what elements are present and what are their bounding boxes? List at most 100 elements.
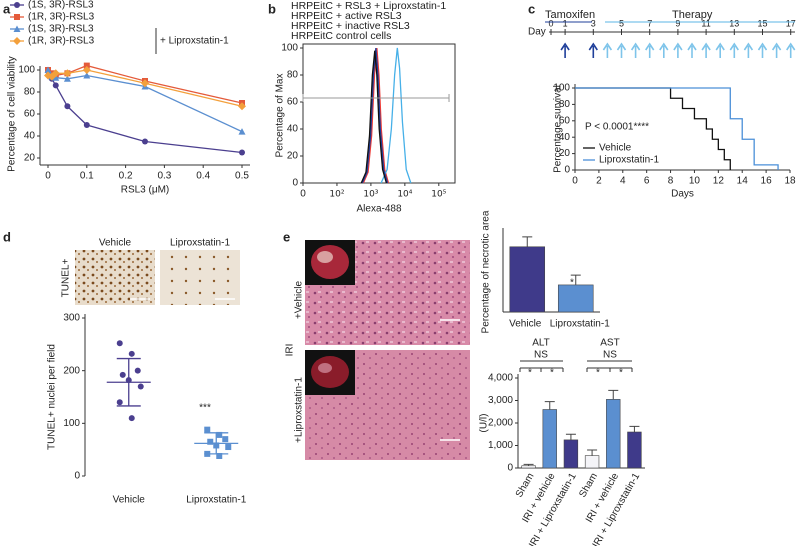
y-tick-label: 3,000 [488, 395, 513, 406]
image-label: IRI [285, 344, 296, 357]
bar [584, 455, 600, 469]
x-tick-label: 14 [737, 176, 749, 187]
x-tick-label: Liproxstatin-1 [186, 495, 246, 506]
brackets [155, 28, 633, 372]
x-tick-label: Vehicle [113, 495, 146, 506]
error-bar [629, 425, 640, 432]
legend-label: Liproxstatin-1 [599, 155, 659, 166]
x-tick-label: 6 [644, 176, 650, 187]
annotation: AST [600, 338, 619, 349]
x-tick-label: 0 [300, 189, 306, 200]
series-line [380, 47, 412, 184]
annotation: * [596, 368, 600, 379]
timeline-tick-label: 1 [563, 18, 568, 28]
y-axis-label: Percentage of necrotic area [481, 210, 492, 333]
marker [116, 340, 123, 347]
y-tick-label: 0 [564, 165, 570, 176]
y-tick-label: 0 [292, 178, 298, 189]
y-axis-label: TUNEL+ nuclei per field [47, 344, 58, 450]
y-tick-label: 20 [287, 151, 299, 162]
dose-arrow [687, 42, 697, 58]
tunel-image-vehicle [75, 250, 155, 305]
marker [83, 62, 90, 69]
image-label: +Liproxstatin-1 [294, 377, 305, 443]
y-tick-label: 100 [281, 43, 298, 54]
y-tick-label: 60 [559, 115, 571, 126]
timeline-label: Day [528, 27, 546, 38]
annotation: ALT [532, 338, 550, 349]
series-line [362, 47, 390, 184]
x-axis-label: Alexa-488 [356, 204, 401, 215]
y-axis-label: (U/l) [479, 414, 490, 433]
marker [14, 2, 20, 8]
y-tick-label: 100 [63, 418, 80, 429]
x-tick-label: 10⁵ [431, 190, 446, 200]
panel-label: c [528, 1, 535, 16]
marker [63, 69, 72, 78]
dose-arrow [757, 42, 768, 58]
dose-arrow [645, 42, 655, 58]
legend-group-label: + Liproxstatin-1 [160, 36, 229, 47]
y-tick-label: 40 [24, 131, 36, 142]
x-tick-label: 12 [713, 176, 725, 187]
liver-highlight [317, 251, 333, 263]
x-axis-label: RSL3 (μM) [121, 185, 170, 196]
x-tick-label: 0.5 [235, 171, 249, 182]
marker [222, 436, 229, 443]
marker [52, 82, 59, 89]
liver [311, 356, 349, 388]
marker [207, 438, 214, 445]
marker [63, 75, 71, 82]
legend-label: (1R, 3R)-RSL3 [28, 36, 95, 47]
x-tick-label: 4 [620, 176, 626, 187]
error-bar [544, 401, 555, 410]
y-axis-label: Percentage of Max [275, 74, 286, 158]
annotation: * [619, 368, 623, 379]
y-tick-label: 2,000 [488, 418, 513, 429]
x-tick-label: 0.3 [157, 171, 171, 182]
error-bar [608, 389, 619, 400]
timeline-tick-label: 3 [591, 18, 596, 28]
x-tick-label: 0 [45, 171, 51, 182]
y-tick-label: 40 [559, 132, 571, 143]
series-line [361, 47, 389, 184]
x-tick-label: 0.1 [80, 171, 94, 182]
dose-arrow [729, 42, 739, 58]
panel-label: e [283, 229, 290, 244]
error-bar [570, 274, 581, 285]
marker [225, 444, 232, 451]
y-tick-label: 1,000 [488, 440, 513, 451]
y-axis-label: Percentage survival [553, 85, 564, 173]
marker [13, 25, 21, 32]
y-tick-label: 0 [507, 463, 513, 474]
liver-highlight [318, 363, 332, 373]
series-line [575, 87, 731, 170]
significance-bracket [519, 367, 564, 372]
dose-arrow [673, 42, 683, 58]
legend-label: (1S, 3R)-RSL3 [28, 24, 94, 35]
image-label: Liproxstatin-1 [170, 238, 230, 249]
legend-label: (1S, 3R)-RSL3 [28, 0, 94, 11]
marker [141, 79, 149, 88]
x-axis-label: Days [671, 189, 694, 200]
marker [142, 138, 148, 145]
y-tick-label: 0 [74, 471, 80, 482]
annotation: *** [199, 403, 211, 414]
error-bar [522, 236, 533, 247]
timeline-tick-label: 9 [675, 18, 680, 28]
x-tick-label: Sham [577, 471, 600, 499]
marker [13, 37, 21, 45]
dose-arrow [659, 42, 669, 58]
marker [128, 350, 135, 357]
annotation: * [528, 368, 532, 379]
legend-label: Vehicle [599, 143, 632, 154]
x-tick-label: 0 [572, 176, 578, 187]
y-tick-label: 60 [24, 109, 36, 120]
annotation: P < 0.0001**** [585, 122, 649, 133]
y-tick-label: 100 [553, 83, 570, 94]
panel-label: b [268, 1, 276, 16]
bar [563, 439, 579, 469]
marker [83, 72, 91, 79]
error-bar [523, 463, 534, 466]
